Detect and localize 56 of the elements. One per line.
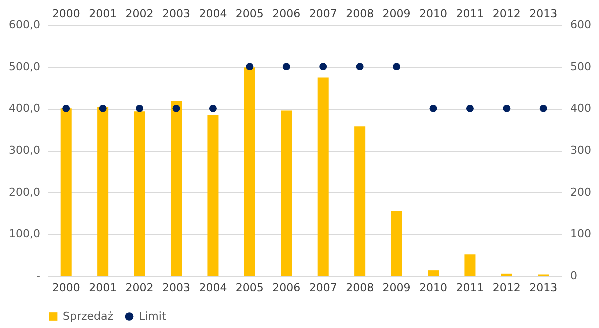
category-label: 2000 (52, 8, 80, 20)
y-tick-label: 200,0 (9, 186, 40, 199)
bar (60, 108, 72, 276)
y2-tick-label: 500 (570, 60, 592, 74)
legend-label: Limit (139, 310, 167, 323)
y-tick-label: 300,0 (9, 144, 40, 157)
x-tick-label: 2006 (272, 282, 301, 294)
y2-tick-label: 0 (570, 270, 578, 282)
legend-label: Sprzedaż (63, 310, 114, 323)
bar (281, 110, 292, 276)
bar (428, 270, 440, 276)
y2-tick-label: 400 (570, 102, 592, 116)
bar (354, 126, 366, 276)
category-label: 2011 (456, 8, 484, 20)
x-tick-label: 2008 (346, 282, 374, 294)
category-label: 2009 (382, 8, 411, 20)
category-label: 2001 (89, 8, 118, 20)
category-label: 2002 (126, 8, 154, 20)
y2-tick-label: 600 (570, 18, 592, 32)
x-tick-label: 2010 (420, 282, 448, 294)
bar (170, 101, 182, 276)
y-tick-label: 400,0 (9, 102, 40, 116)
x-tick-label: 2007 (309, 282, 338, 294)
x-tick-label: 2005 (236, 282, 264, 294)
x-tick-label: 2003 (162, 282, 190, 294)
bar (208, 114, 219, 276)
bar (134, 112, 146, 276)
y2-tick-label: 300 (570, 144, 592, 157)
bar (244, 68, 256, 276)
x-tick-label: 2011 (456, 282, 484, 294)
category-label: 2012 (492, 8, 521, 20)
x-tick-label: 2013 (530, 282, 558, 294)
bar (464, 254, 476, 276)
category-label: 2010 (420, 8, 448, 20)
category-label: 2013 (530, 8, 558, 20)
y-tick-label: 600,0 (9, 18, 40, 32)
bar (391, 211, 402, 276)
y-tick-label: 100,0 (9, 228, 40, 241)
bar (98, 106, 109, 276)
x-tick-label: 2002 (126, 282, 154, 294)
x-tick-label: 2012 (492, 282, 521, 294)
y-tick-label: 500,0 (9, 60, 40, 74)
bar (318, 78, 329, 276)
category-label: 2003 (162, 8, 190, 20)
x-tick-label: 2004 (199, 282, 228, 294)
category-label: 2008 (346, 8, 374, 20)
category-label: 2006 (272, 8, 301, 20)
y-tick-label: - (36, 270, 41, 282)
category-label: 2005 (236, 8, 264, 20)
x-tick-label: 2009 (382, 282, 411, 294)
category-label: 2007 (309, 8, 338, 20)
x-tick-label: 2001 (89, 282, 118, 294)
y2-tick-label: 200 (570, 186, 592, 199)
y2-tick-label: 100 (570, 228, 592, 241)
category-label: 2004 (199, 8, 228, 20)
x-tick-label: 2000 (52, 282, 80, 294)
